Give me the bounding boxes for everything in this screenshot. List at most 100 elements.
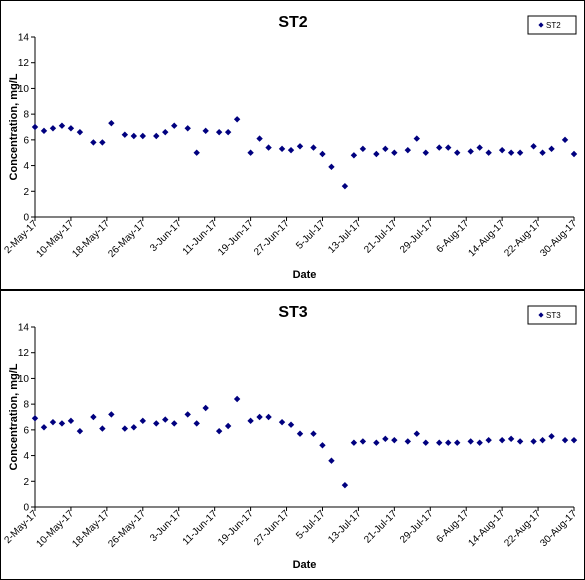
y-tick-label: 14 [18, 33, 30, 44]
data-point [108, 119, 115, 127]
data-point [310, 430, 317, 437]
data-point [350, 439, 358, 446]
x-tick-label: 13-Jul-17 [326, 218, 364, 256]
data-point [76, 128, 84, 136]
x-tick-label: 26-May-17 [106, 508, 148, 550]
data-point [467, 438, 474, 445]
data-point [436, 439, 443, 446]
data-point [359, 438, 367, 445]
x-tick-label: 6-Aug-17 [434, 218, 471, 255]
data-point [359, 145, 367, 153]
data-point [67, 125, 75, 132]
data-point [184, 411, 191, 418]
x-tick-label: 21-Jul-17 [362, 508, 400, 546]
data-point [539, 149, 546, 156]
y-tick-label: 8 [23, 400, 29, 411]
data-point [40, 127, 48, 135]
data-point [548, 433, 555, 440]
data-point [153, 420, 160, 427]
y-tick-label: 8 [23, 110, 29, 121]
data-point [328, 163, 335, 171]
x-tick-label: 11-Jun-17 [181, 508, 220, 547]
data-point [319, 150, 326, 158]
y-tick-label: 0 [23, 213, 29, 224]
data-point [31, 123, 39, 131]
x-tick-label: 3-Jun-17 [148, 218, 184, 254]
data-point [561, 136, 569, 144]
data-point [404, 438, 412, 445]
data-point [287, 421, 295, 428]
x-tick-label: 2-May-17 [2, 508, 40, 546]
x-axis-label: Date [293, 559, 317, 571]
x-tick-label: 13-Jul-17 [326, 508, 364, 546]
y-tick-label: 2 [23, 477, 29, 488]
x-tick-label: 3-Jun-17 [148, 508, 184, 544]
data-point [90, 413, 97, 421]
data-point [224, 128, 232, 136]
x-tick-label: 14-Aug-17 [466, 508, 507, 549]
data-point [413, 135, 420, 142]
data-point [516, 149, 524, 156]
x-tick-label: 19-Jun-17 [216, 218, 256, 258]
data-point [382, 145, 389, 153]
data-point [570, 150, 578, 158]
data-point [507, 149, 515, 156]
x-tick-label: 27-Jun-17 [252, 218, 292, 258]
data-point [76, 427, 84, 435]
legend-box [527, 305, 577, 325]
data-point [319, 442, 326, 449]
data-point [445, 439, 452, 446]
data-point [108, 411, 115, 418]
legend-label: ST3 [546, 311, 561, 320]
data-point [130, 424, 138, 431]
chart-panel-st2: ST2 Concentration, mg/L Date 0 2 4 6 8 10 12 14 2-M… [0, 0, 585, 290]
x-tick-label: 14-Aug-17 [466, 218, 507, 259]
x-tick-label: 27-Jun-17 [252, 508, 292, 548]
chart-title: ST3 [278, 304, 307, 321]
data-point [49, 418, 57, 426]
data-point [373, 439, 380, 446]
y-tick-label: 6 [23, 135, 29, 146]
legend-label: ST2 [546, 21, 561, 30]
x-tick-label: 2-May-17 [2, 218, 40, 256]
y-tick-label: 6 [23, 425, 29, 436]
x-tick-label: 5-Jul-17 [294, 508, 328, 542]
data-point [436, 144, 443, 151]
legend: ST3 [527, 305, 577, 325]
x-tick-label: 29-Jul-17 [398, 218, 436, 256]
data-point [404, 146, 412, 154]
data-point [498, 146, 506, 154]
data-point [391, 436, 398, 444]
chart-st2-svg: ST2 Concentration, mg/L Date 0 2 4 6 8 10 12 14 2-M… [2, 14, 579, 281]
legend-marker-diamond-icon [538, 22, 544, 28]
data-point [193, 420, 200, 427]
data-point [256, 413, 263, 421]
data-point [31, 415, 39, 422]
x-tick-label: 10-May-17 [34, 218, 76, 260]
data-point [507, 435, 515, 443]
data-point [193, 149, 200, 156]
data-point [454, 439, 461, 446]
data-point [341, 182, 349, 190]
x-tick-label: 30-Aug-17 [538, 508, 579, 549]
data-point [561, 436, 569, 444]
data-point [391, 149, 398, 156]
data-point [530, 438, 537, 445]
data-point [233, 116, 241, 123]
data-point [247, 417, 254, 425]
data-point [256, 135, 263, 142]
data-point [265, 144, 272, 151]
data-point [350, 152, 358, 159]
x-tick-label: 26-May-17 [106, 218, 148, 260]
y-tick-label: 10 [18, 84, 30, 95]
data-point [382, 435, 389, 443]
x-tick-label: 19-Jun-17 [216, 508, 256, 548]
data-point [99, 425, 106, 432]
data-point [162, 416, 169, 423]
x-tick-label: 29-Jul-17 [398, 508, 436, 546]
data-point [287, 146, 295, 154]
data-point [485, 436, 492, 444]
legend: ST2 [527, 15, 577, 35]
x-tick-label: 6-Aug-17 [434, 508, 471, 545]
x-tick-label: 18-May-17 [70, 508, 112, 550]
